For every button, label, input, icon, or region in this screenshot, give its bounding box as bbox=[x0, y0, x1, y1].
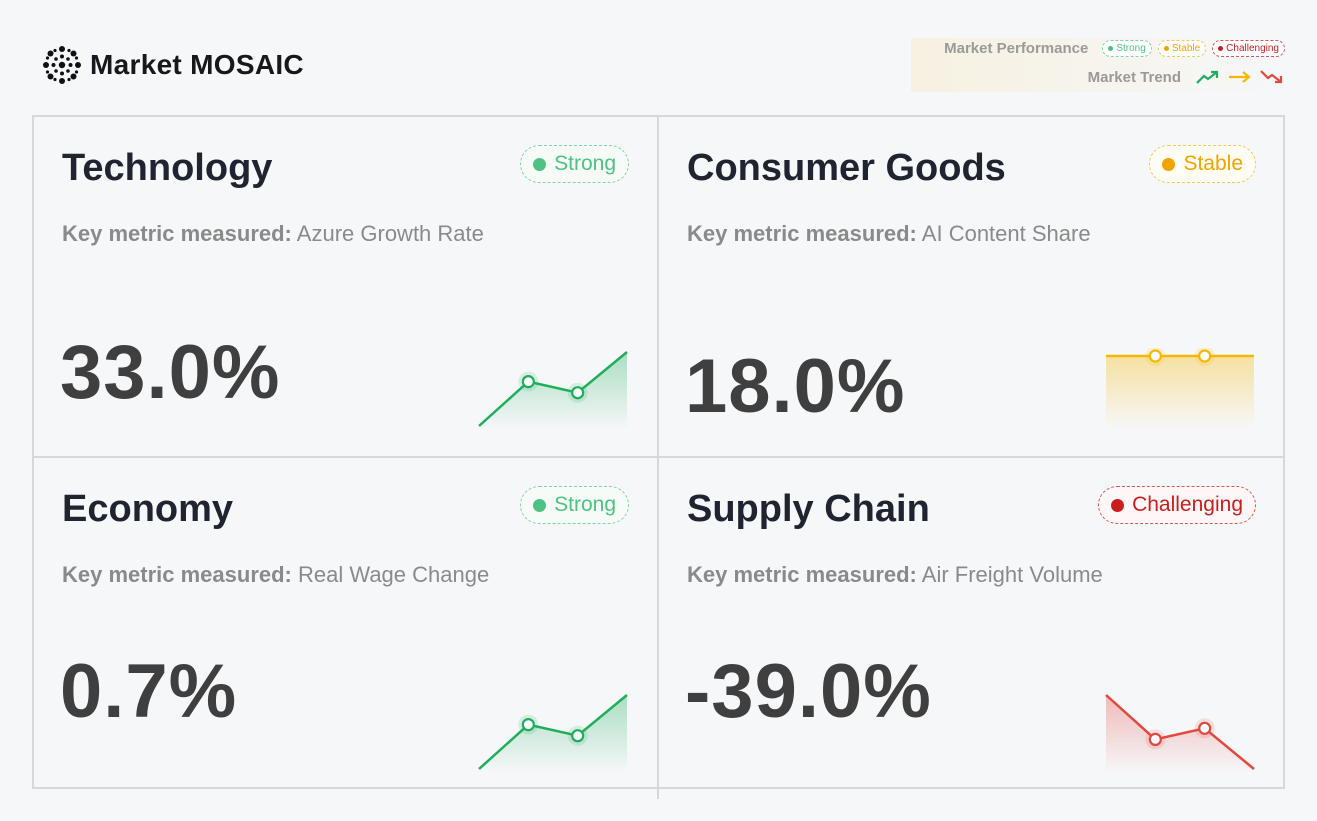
metric-description: Key metric measured: Real Wage Change bbox=[62, 562, 489, 588]
metric-name: Air Freight Volume bbox=[921, 562, 1103, 587]
sparkline-line bbox=[478, 694, 628, 770]
metric-description: Key metric measured: AI Content Share bbox=[687, 221, 1091, 247]
card-title: Supply Chain bbox=[687, 488, 930, 530]
legend-badge-label: Challenging bbox=[1226, 43, 1279, 54]
metric-name: Azure Growth Rate bbox=[296, 221, 484, 246]
metric-value: 18.0% bbox=[685, 344, 906, 429]
sector-card-consumer-goods[interactable]: Consumer Goods Stable Key metric measure… bbox=[659, 117, 1284, 458]
status-badge-label: Challenging bbox=[1132, 493, 1243, 516]
status-dot-icon bbox=[533, 498, 547, 512]
status-dot-icon bbox=[1111, 498, 1125, 512]
metric-prefix: Key metric measured: bbox=[687, 562, 917, 587]
sparkline-point bbox=[1198, 721, 1212, 735]
status-badge: Challenging bbox=[1098, 486, 1256, 524]
legend-performance-label: Market Performance bbox=[944, 40, 1089, 57]
sparkline-point bbox=[1198, 349, 1212, 363]
status-dot-icon bbox=[1163, 46, 1169, 51]
status-dot-icon bbox=[1108, 46, 1114, 51]
status-dot-icon bbox=[1218, 46, 1224, 51]
sparkline-line bbox=[478, 351, 628, 427]
sparkline-line bbox=[1105, 694, 1255, 770]
card-title: Economy bbox=[62, 488, 234, 530]
metric-value: -39.0% bbox=[685, 649, 932, 734]
status-badge: Stable bbox=[1149, 145, 1256, 183]
legend-badge-strong: Strong bbox=[1102, 40, 1152, 57]
metric-value: 0.7% bbox=[60, 649, 238, 734]
metric-value: 33.0% bbox=[60, 330, 281, 415]
status-badge-label: Strong bbox=[554, 493, 616, 516]
sparkline-area bbox=[1106, 356, 1254, 430]
status-badge: Strong bbox=[520, 145, 629, 183]
card-title: Technology bbox=[62, 147, 273, 189]
metric-description: Key metric measured: Air Freight Volume bbox=[687, 562, 1103, 588]
sparkline-area bbox=[479, 352, 627, 430]
card-title: Consumer Goods bbox=[687, 147, 1006, 189]
sector-card-economy[interactable]: Economy Strong Key metric measured: Real… bbox=[34, 458, 659, 799]
legend: Market Performance Strong Stable Challen… bbox=[911, 38, 1285, 92]
legend-badge-label: Strong bbox=[1116, 43, 1146, 54]
sparkline-point bbox=[1148, 732, 1162, 747]
sparkline-point bbox=[521, 717, 535, 732]
brand-logo: Market MOSAIC bbox=[42, 45, 304, 85]
trend-flat-icon bbox=[1229, 71, 1251, 83]
sparkline-point bbox=[571, 729, 585, 743]
status-badge-label: Stable bbox=[1183, 152, 1243, 175]
metric-prefix: Key metric measured: bbox=[687, 221, 917, 246]
sparkline bbox=[1105, 694, 1255, 773]
legend-trend-row: Market Trend bbox=[1088, 68, 1285, 86]
metric-description: Key metric measured: Azure Growth Rate bbox=[62, 221, 484, 247]
status-badge: Strong bbox=[520, 486, 629, 524]
metric-name: AI Content Share bbox=[921, 221, 1091, 246]
trend-up-icon bbox=[1196, 70, 1219, 84]
status-dot-icon bbox=[533, 157, 547, 171]
sparkline bbox=[478, 694, 628, 773]
trend-down-icon bbox=[1260, 70, 1283, 84]
legend-performance-row: Market Performance Strong Stable Challen… bbox=[944, 40, 1285, 57]
sparkline-point bbox=[571, 386, 585, 400]
sparkline bbox=[1106, 348, 1254, 430]
status-badge-label: Strong bbox=[554, 152, 616, 175]
legend-trend-label: Market Trend bbox=[1087, 68, 1181, 86]
brand-name: Market MOSAIC bbox=[90, 49, 304, 80]
legend-badge-stable: Stable bbox=[1157, 40, 1207, 57]
status-dot-icon bbox=[1162, 157, 1176, 171]
sparkline bbox=[478, 351, 628, 430]
sector-grid: Technology Strong Key metric measured: A… bbox=[32, 115, 1285, 799]
sector-card-technology[interactable]: Technology Strong Key metric measured: A… bbox=[34, 117, 659, 458]
sector-card-supply-chain[interactable]: Supply Chain Challenging Key metric meas… bbox=[659, 458, 1284, 799]
metric-name: Real Wage Change bbox=[298, 562, 490, 587]
mosaic-logo-icon bbox=[43, 46, 81, 84]
metric-prefix: Key metric measured: bbox=[62, 221, 292, 246]
sparkline-point bbox=[1148, 349, 1162, 363]
sparkline-area bbox=[479, 695, 627, 773]
sparkline-point bbox=[521, 374, 535, 389]
legend-badge-challenging: Challenging bbox=[1212, 40, 1285, 57]
metric-prefix: Key metric measured: bbox=[62, 562, 292, 587]
legend-badge-label: Stable bbox=[1171, 43, 1201, 54]
